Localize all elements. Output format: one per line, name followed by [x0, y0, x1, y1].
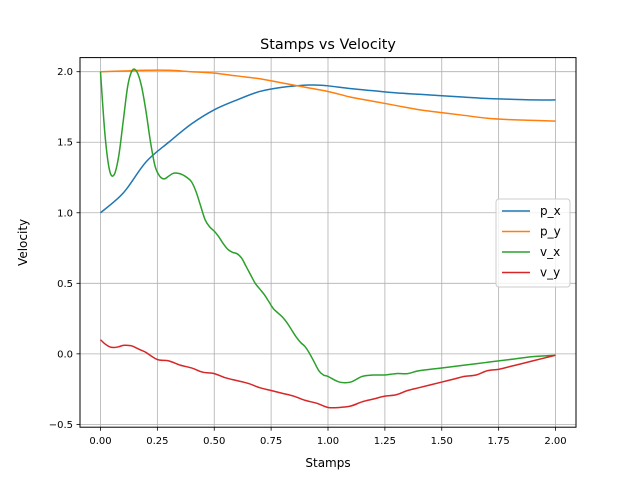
chart-title: Stamps vs Velocity: [260, 37, 396, 53]
x-tick-label: 2.00: [544, 436, 566, 447]
y-axis-label: Velocity: [16, 219, 30, 266]
series-line-p-y: [100, 69, 556, 122]
legend-label: p_x: [540, 204, 561, 218]
legend: p_x p_y v_x v_y: [495, 198, 571, 288]
series-line-v-x: [99, 68, 556, 384]
legend-box: [495, 198, 571, 288]
legend-label: v_y: [540, 266, 560, 280]
y-tick-label: 2.0: [57, 67, 73, 78]
series-lines: [99, 68, 556, 409]
x-tick-label: 0.75: [260, 436, 282, 447]
x-tick-label: 0.25: [146, 436, 168, 447]
y-tick-label: 0.5: [57, 279, 73, 290]
series-line-p-x: [99, 84, 556, 214]
x-tick-label: 1.25: [374, 436, 396, 447]
y-tick-label: 0.0: [57, 349, 73, 360]
y-tick-label: −0.5: [49, 420, 73, 431]
y-axis-ticks: −0.5 0.0 0.5 1.0 1.5 2.0: [49, 67, 80, 431]
y-tick-label: 1.5: [57, 138, 73, 149]
y-tick-label: 1.0: [57, 208, 73, 219]
x-tick-label: 1.00: [317, 436, 339, 447]
x-tick-label: 1.75: [488, 436, 510, 447]
x-axis-ticks: 0.00 0.25 0.50 0.75 1.00 1.25 1.50 1.75 2.00: [89, 427, 567, 447]
x-tick-label: 0.50: [203, 436, 225, 447]
x-tick-label: 1.50: [431, 436, 453, 447]
x-tick-label: 0.00: [89, 436, 111, 447]
legend-label: p_y: [540, 225, 561, 239]
series-line-v-y: [99, 339, 556, 409]
x-axis-label: Stamps: [305, 456, 350, 470]
legend-label: v_x: [540, 245, 560, 259]
